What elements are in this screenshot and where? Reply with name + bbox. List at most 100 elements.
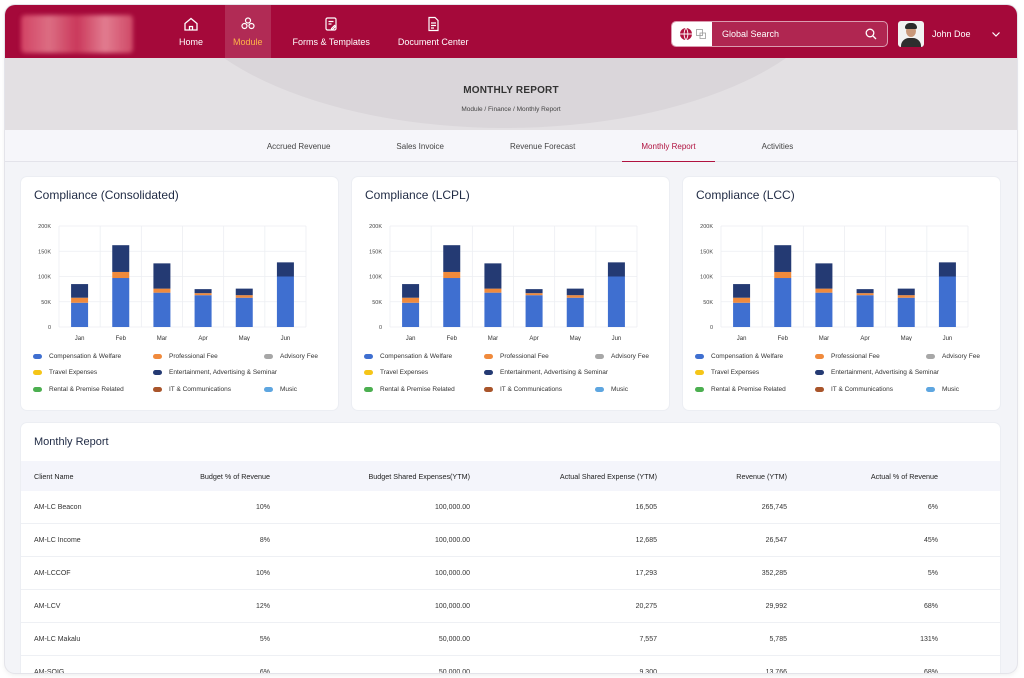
tab-revenue-forecast[interactable]: Revenue Forecast <box>510 142 576 151</box>
bar-segment[interactable] <box>235 288 253 296</box>
column-header[interactable]: Actual Shared Expense (YTM) <box>559 472 657 481</box>
bar-segment[interactable] <box>194 289 212 294</box>
legend-item[interactable]: Entertainment, Advertising & Seminar <box>153 369 277 376</box>
bar-segment[interactable] <box>443 271 461 279</box>
bar-segment[interactable] <box>276 262 294 277</box>
column-header[interactable]: Budget Shared Expenses(YTM) <box>368 472 470 481</box>
legend-item[interactable]: Compensation & Welfare <box>33 353 121 360</box>
column-header[interactable]: Budget % of Revenue <box>200 472 270 481</box>
bar-segment[interactable] <box>276 276 294 328</box>
bar-segment[interactable] <box>815 288 833 293</box>
bar-segment[interactable] <box>566 288 584 296</box>
legend-item[interactable]: Professional Fee <box>815 353 880 360</box>
column-header[interactable]: Client Name <box>34 472 74 481</box>
legend-item[interactable]: IT & Communications <box>153 386 231 393</box>
bar-segment[interactable] <box>938 262 956 277</box>
bar-segment[interactable] <box>607 276 625 328</box>
nav-module[interactable]: Module <box>225 5 271 58</box>
chevron-down-icon[interactable] <box>991 29 1001 39</box>
bar-segment[interactable] <box>774 278 792 327</box>
nav-forms-templates[interactable]: Forms & Templates <box>279 5 384 58</box>
bar-segment[interactable] <box>733 284 751 298</box>
tab-activities[interactable]: Activities <box>761 142 794 151</box>
nav-home[interactable]: Home <box>165 5 217 58</box>
bar-segment[interactable] <box>71 302 89 327</box>
bar-segment[interactable] <box>153 288 171 293</box>
bar-segment[interactable] <box>815 263 833 289</box>
bar-segment[interactable] <box>733 302 751 327</box>
table-row[interactable]: AM-LC Beacon 10% 100,000.00 16,505 265,745 6% <box>21 491 1000 524</box>
bar-segment[interactable] <box>153 292 171 327</box>
bar-segment[interactable] <box>566 295 584 298</box>
legend-item[interactable]: Rental & Premise Related <box>364 386 455 393</box>
bar-segment[interactable] <box>484 288 502 293</box>
legend-item[interactable]: Entertainment, Advertising & Seminar <box>815 369 939 376</box>
table-row[interactable]: AM-LC Income 8% 100,000.00 12,685 26,547 45% <box>21 524 1000 557</box>
table-row[interactable]: AM-SOIG 6% 50,000.00 9,300 13,766 68% <box>21 656 1000 673</box>
user-menu[interactable]: John Doe <box>898 21 1001 47</box>
bar-segment[interactable] <box>897 288 915 296</box>
bar-segment[interactable] <box>112 245 130 272</box>
nav-document-center[interactable]: Document Center <box>384 5 483 58</box>
bar-segment[interactable] <box>525 293 543 296</box>
bar-segment[interactable] <box>733 297 751 303</box>
bar-segment[interactable] <box>153 263 171 289</box>
bar-segment[interactable] <box>443 278 461 327</box>
bar-segment[interactable] <box>112 271 130 279</box>
legend-item[interactable]: Travel Expenses <box>33 369 97 376</box>
legend-item[interactable]: Compensation & Welfare <box>364 353 452 360</box>
bar-segment[interactable] <box>897 295 915 298</box>
table-row[interactable]: AM-LCV 12% 100,000.00 20,275 29,992 68% <box>21 590 1000 623</box>
column-header[interactable]: Actual % of Revenue <box>870 472 938 481</box>
legend-item[interactable]: Advisory Fee <box>926 353 980 360</box>
bar-segment[interactable] <box>112 278 130 327</box>
bar-segment[interactable] <box>566 297 584 327</box>
bar-segment[interactable] <box>856 289 874 294</box>
bar-segment[interactable] <box>194 295 212 327</box>
table-row[interactable]: AM-LC Makalu 5% 50,000.00 7,557 5,785 131% <box>21 623 1000 656</box>
legend-item[interactable]: Music <box>264 386 297 393</box>
search-icon[interactable] <box>865 28 877 40</box>
bar-segment[interactable] <box>856 295 874 327</box>
bar-segment[interactable] <box>402 302 420 327</box>
column-header[interactable]: Revenue (YTM) <box>736 472 787 481</box>
global-search[interactable]: Global Search <box>671 21 888 47</box>
bar-segment[interactable] <box>71 284 89 298</box>
search-input[interactable]: Global Search <box>722 29 780 39</box>
tab-accrued-revenue[interactable]: Accrued Revenue <box>266 142 331 151</box>
legend-item[interactable]: Rental & Premise Related <box>33 386 124 393</box>
tab-sales-invoice[interactable]: Sales Invoice <box>396 142 444 151</box>
bar-segment[interactable] <box>402 284 420 298</box>
bar-segment[interactable] <box>815 292 833 327</box>
bar-segment[interactable] <box>938 276 956 328</box>
legend-item[interactable]: Professional Fee <box>153 353 218 360</box>
legend-item[interactable]: Music <box>926 386 959 393</box>
bar-segment[interactable] <box>484 292 502 327</box>
bar-segment[interactable] <box>194 293 212 296</box>
bar-segment[interactable] <box>525 289 543 294</box>
bar-segment[interactable] <box>525 295 543 327</box>
bar-segment[interactable] <box>235 297 253 327</box>
bar-segment[interactable] <box>402 297 420 303</box>
bar-segment[interactable] <box>484 263 502 289</box>
bar-segment[interactable] <box>897 297 915 327</box>
bar-segment[interactable] <box>443 245 461 272</box>
bar-segment[interactable] <box>607 262 625 277</box>
legend-item[interactable]: Travel Expenses <box>364 369 428 376</box>
legend-item[interactable]: Music <box>595 386 628 393</box>
bar-segment[interactable] <box>856 293 874 296</box>
legend-item[interactable]: IT & Communications <box>484 386 562 393</box>
company-logo[interactable] <box>21 15 133 53</box>
legend-item[interactable]: IT & Communications <box>815 386 893 393</box>
legend-item[interactable]: Entertainment, Advertising & Seminar <box>484 369 608 376</box>
table-row[interactable]: AM-LCCOF 10% 100,000.00 17,293 352,285 5% <box>21 557 1000 590</box>
search-scope-selector[interactable] <box>672 22 712 46</box>
legend-item[interactable]: Advisory Fee <box>595 353 649 360</box>
legend-item[interactable]: Advisory Fee <box>264 353 318 360</box>
bar-segment[interactable] <box>71 297 89 303</box>
legend-item[interactable]: Rental & Premise Related <box>695 386 786 393</box>
tab-monthly-report[interactable]: Monthly Report <box>622 130 715 162</box>
bar-segment[interactable] <box>774 271 792 279</box>
bar-segment[interactable] <box>774 245 792 272</box>
legend-item[interactable]: Travel Expenses <box>695 369 759 376</box>
